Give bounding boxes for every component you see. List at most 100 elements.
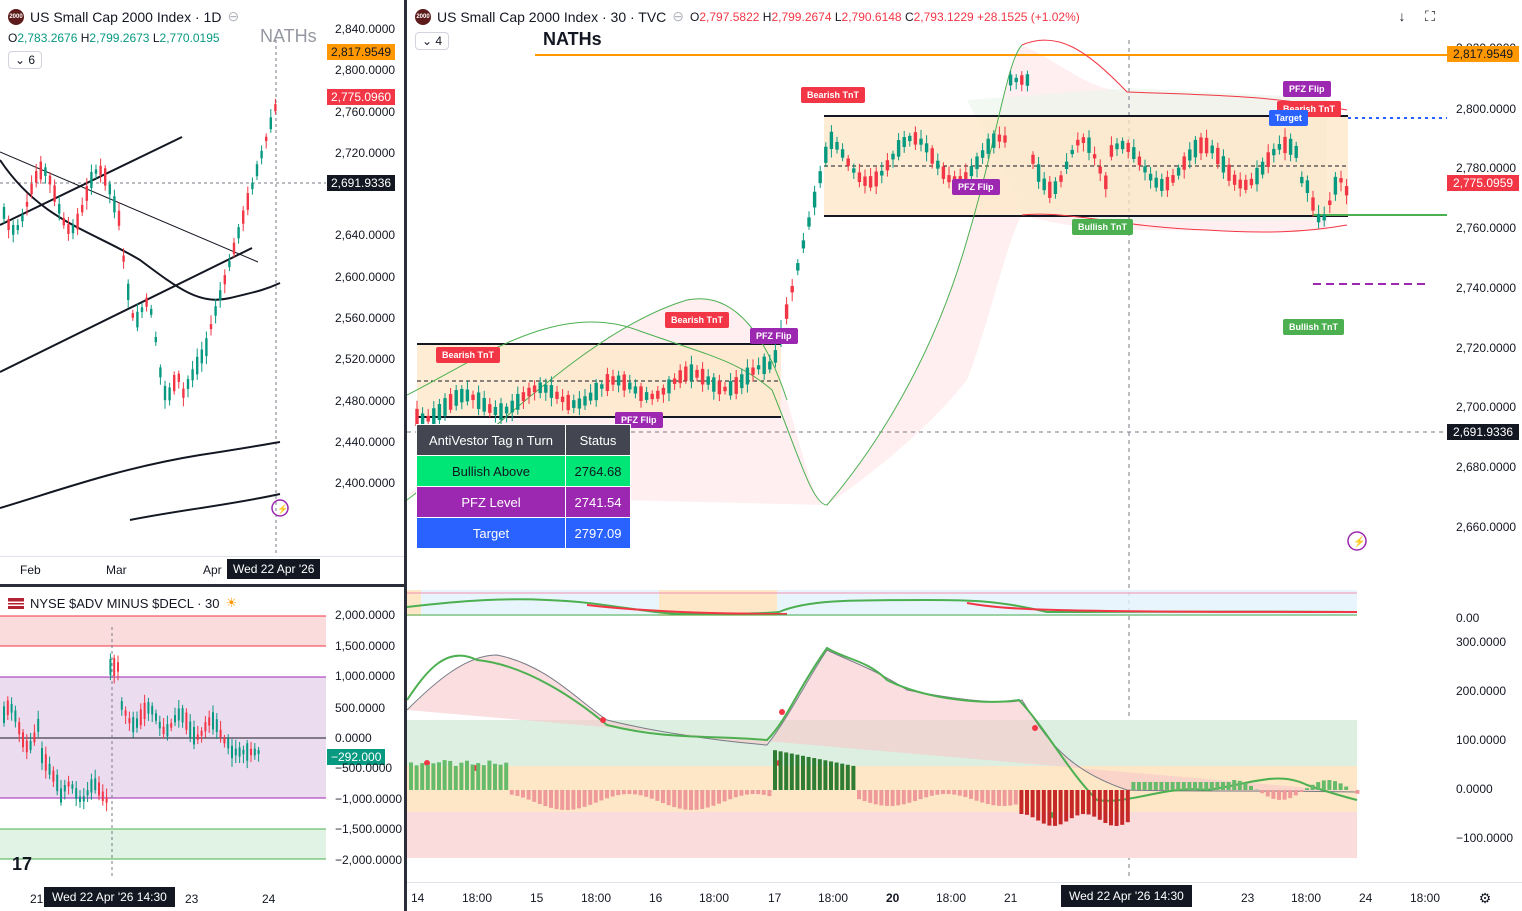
naths-price-tag: 2,817.9549 [1447,46,1520,62]
candle-body [784,304,789,319]
hide-icon[interactable]: ⊖ [672,8,685,24]
candle-body [964,172,968,183]
legend-collapse-button[interactable]: ⌄ 6 [8,51,43,69]
candle-body [695,369,699,378]
candle-body [48,763,51,775]
histogram-bar [901,790,906,805]
candle-body [48,175,52,185]
candle-body [227,738,230,749]
price-label: 2,720.0000 [335,146,396,160]
candle-body [94,778,97,791]
adv-decl-title[interactable]: NYSE $ADV MINUS $DECL · 30 [30,595,220,611]
histogram-bar [795,754,800,790]
pane-divider-vertical[interactable] [404,0,407,911]
main-price-axis[interactable] [1447,0,1522,880]
candle-body [902,137,906,147]
candle-body [163,385,167,401]
candle-body [835,141,839,150]
candle-body [186,379,190,389]
daily-chart-pane[interactable]: 2000 US Small Cap 2000 Index · 1D ⊖ O2,7… [0,0,404,584]
fullscreen-icon[interactable]: ⛶ [1425,7,1435,24]
lightning-icon [271,499,289,517]
histogram-bar [1008,790,1013,806]
histogram-bar [1193,782,1197,790]
price-label: 2,760.0000 [335,105,396,119]
candle-body [644,392,649,400]
histogram-bar [974,790,979,801]
status-table-header: Status [565,424,631,456]
candle-body [420,413,425,425]
candle-body [246,193,249,210]
histogram-bar [890,790,895,806]
candle-body [1311,197,1315,211]
candle-body [58,203,61,214]
histogram-bar [521,790,525,798]
histogram-bar [756,790,761,795]
candle-body [650,393,654,400]
histogram-bar [1344,786,1349,790]
candle-body [437,404,442,421]
candle-body [131,313,134,318]
time-label: 17 [768,891,782,905]
main-chart-canvas: ⚡ [407,39,1447,880]
candle-body [56,774,59,792]
legend-collapse-button[interactable]: ⌄ 4 [415,32,450,50]
candle-body [532,385,537,393]
candle-body [193,726,195,745]
daily-chart-title[interactable]: US Small Cap 2000 Index · 1D [30,8,222,25]
candle-body [1227,164,1231,181]
price-label: 2,780.0000 [1456,161,1517,175]
pane-divider-horizontal[interactable] [0,584,404,587]
histogram-bar [1092,790,1097,817]
lightning-icon [1347,531,1367,551]
candle-body [185,712,188,730]
candle-body [44,754,47,771]
candle-body [874,171,878,187]
candle-body [863,176,867,186]
last-price-tag: 2,775.0960 [327,89,396,105]
candle-body [1081,137,1086,144]
target-label: Target [1269,110,1308,126]
candle-body [90,171,93,188]
candle-body [1126,142,1130,153]
candle-body [857,172,862,183]
histogram-bar [1109,790,1113,826]
histogram-bar [537,790,542,805]
histogram-bar [655,790,660,801]
histogram-bar [588,790,593,805]
candle-body [104,168,107,186]
histogram-bar [907,790,912,803]
settings-gear-icon[interactable]: ⚙ [1478,889,1492,906]
candle-body [521,392,526,402]
main-chart-pane[interactable]: 2000 US Small Cap 2000 Index · 30 · TVC … [407,0,1522,911]
candle-body [238,747,241,757]
histogram-bar [1053,790,1057,826]
histogram-bar [913,790,917,801]
candle-body [1109,145,1114,157]
candle-body [476,392,481,409]
main-time-axis[interactable] [407,882,1522,911]
candle-body [577,398,582,409]
time-label: 16 [649,891,663,905]
histogram-bar [504,762,509,790]
candle-body [122,255,125,262]
symbol-logo-icon: 2000 [8,8,24,25]
price-label: 2,760.0000 [1456,221,1517,235]
candle-body [219,729,222,738]
adv-decl-pane[interactable]: NYSE $ADV MINUS $DECL · 30 ☀ ⌄ 17 2,000.… [0,587,404,911]
candle-body [594,382,598,401]
candle-body [1328,200,1332,206]
candle-body [622,374,626,391]
candle-body [113,196,116,213]
scroll-down-icon[interactable]: ↓ [1398,8,1406,24]
main-chart-title[interactable]: US Small Cap 2000 Index · 30 · TVC [437,8,667,25]
candle-body [99,165,102,176]
hide-icon[interactable]: ⊖ [227,8,240,24]
candle-body [269,117,272,130]
candle-body [941,166,946,179]
price-label: 2,660.0000 [1456,520,1517,534]
time-label: 24 [1359,891,1373,905]
candle-body [196,356,199,375]
candle-body [1249,178,1254,186]
daily-time-axis[interactable] [0,556,404,584]
